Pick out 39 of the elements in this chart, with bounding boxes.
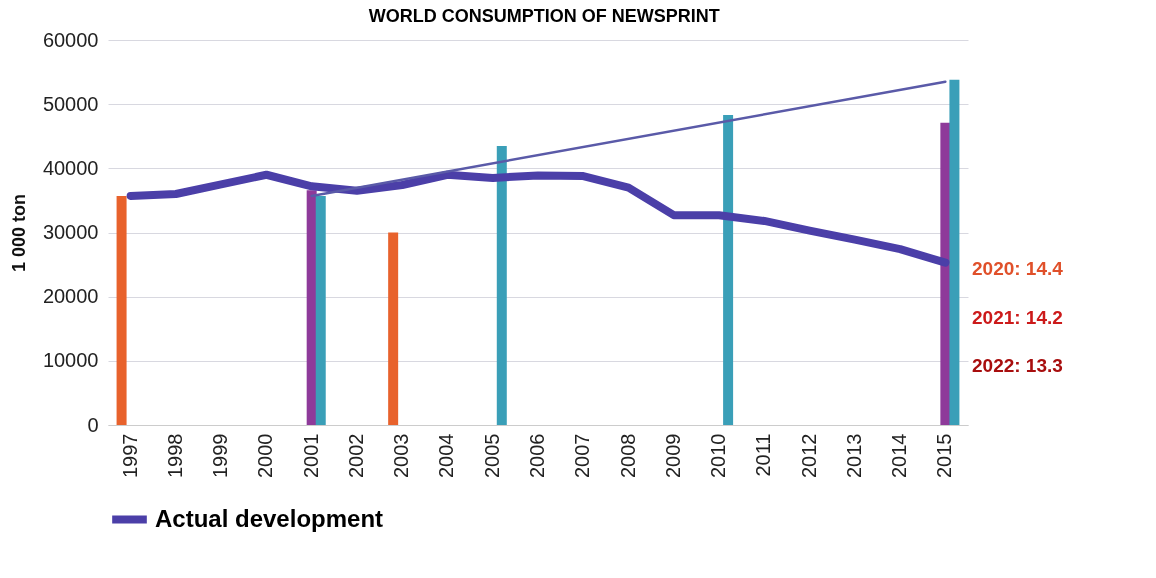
x-tick-label: 2008 bbox=[616, 433, 639, 478]
y-tick-label: 0 bbox=[87, 413, 99, 436]
x-tick-label: 2005 bbox=[480, 433, 503, 478]
y-tick-label: 50000 bbox=[42, 92, 99, 115]
y-tick-label: 40000 bbox=[42, 156, 99, 179]
x-tick-label: 2006 bbox=[526, 433, 548, 478]
x-tick-label: 2013 bbox=[842, 433, 865, 478]
y-tick-label: 30000 bbox=[42, 221, 99, 243]
y-axis-title: 1 000 ton bbox=[8, 193, 29, 273]
x-tick-label: 2002 bbox=[344, 433, 367, 478]
bar bbox=[315, 195, 326, 425]
x-tick-label: 2007 bbox=[571, 433, 594, 478]
bar bbox=[496, 145, 507, 425]
bar bbox=[723, 115, 734, 425]
x-tick-label: 2004 bbox=[435, 433, 458, 478]
x-tick-label: 2012 bbox=[797, 433, 820, 478]
x-tick-label: 1998 bbox=[163, 433, 186, 478]
x-tick-label: 2001 bbox=[299, 433, 322, 478]
chart-title: WORLD CONSUMPTION OF NEWSPRINT bbox=[368, 6, 720, 26]
x-tick-label: 1997 bbox=[118, 433, 141, 478]
x-tick-label: 2010 bbox=[707, 433, 730, 478]
x-tick-label: 2014 bbox=[888, 433, 911, 478]
y-tick-label: 20000 bbox=[42, 285, 99, 308]
x-tick-label: 2003 bbox=[390, 433, 413, 478]
legend-label: Actual development bbox=[155, 504, 384, 532]
x-tick-label: 2015 bbox=[933, 433, 956, 478]
bar bbox=[388, 232, 399, 425]
x-tick-label: 2000 bbox=[254, 433, 277, 478]
x-tick-label: 1999 bbox=[209, 433, 232, 478]
y-tick-label: 60000 bbox=[42, 28, 99, 51]
bar bbox=[116, 195, 127, 425]
x-tick-label: 2009 bbox=[661, 433, 684, 478]
y-tick-label: 10000 bbox=[42, 349, 99, 372]
bar bbox=[949, 79, 960, 425]
text: 2021: 14.2 bbox=[972, 306, 1063, 328]
text: 2020: 14.4 bbox=[972, 258, 1064, 280]
x-tick-label: 2011 bbox=[752, 433, 775, 477]
bar bbox=[306, 190, 317, 425]
text: 2022: 13.3 bbox=[972, 354, 1063, 376]
